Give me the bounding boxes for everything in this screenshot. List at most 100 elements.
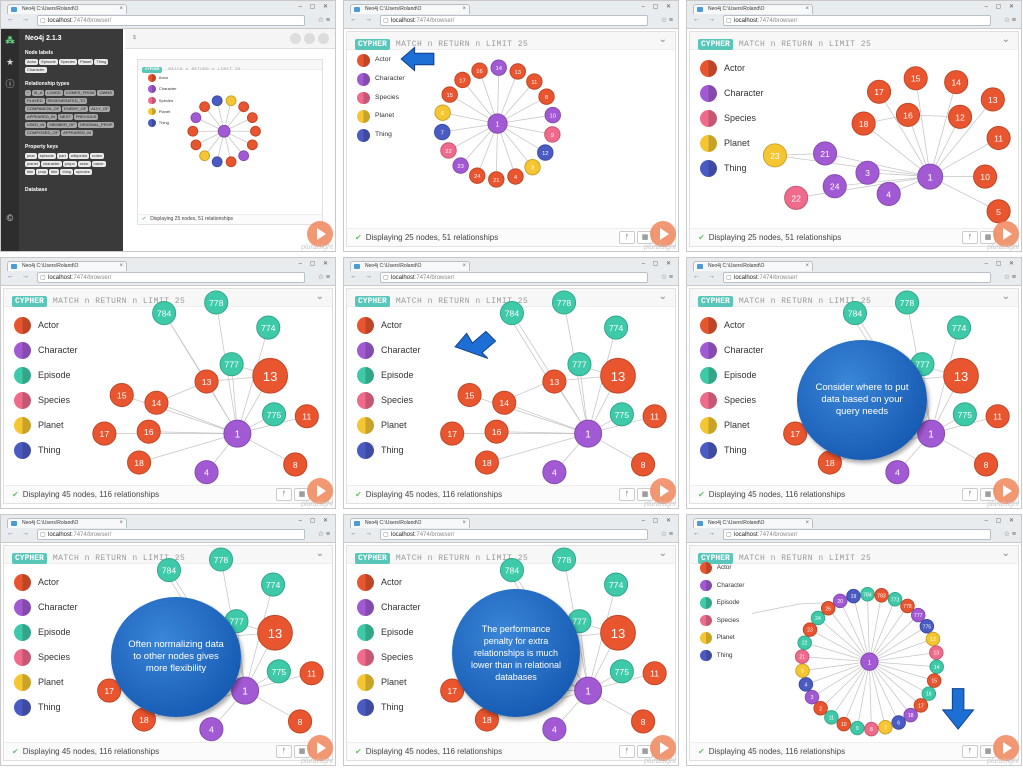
tab-close-icon[interactable]: ×: [805, 520, 809, 526]
run-button[interactable]: [318, 33, 329, 44]
graph-node[interactable]: 784: [842, 301, 868, 326]
graph-node[interactable]: 12: [537, 144, 554, 161]
legend-item[interactable]: Character: [700, 342, 764, 367]
browser-tab[interactable]: Neo4j C:\Users\Roland\O ×: [7, 518, 127, 528]
graph-node[interactable]: 775: [609, 402, 634, 427]
legend-item[interactable]: Actor: [357, 574, 421, 599]
property-key-pill[interactable]: title: [25, 169, 36, 175]
property-key-pill[interactable]: actor: [77, 161, 91, 167]
graph-node[interactable]: 778: [900, 598, 915, 614]
graph-node[interactable]: 3: [855, 160, 880, 185]
graph-node[interactable]: 4: [542, 717, 567, 742]
browser-tab[interactable]: Neo4j C:\Users\Roland\O ×: [693, 4, 813, 14]
legend-item[interactable]: Planet: [700, 632, 744, 650]
graph-node[interactable]: 16: [136, 419, 161, 444]
graph-node[interactable]: 778: [208, 547, 234, 572]
relationship-type-pill[interactable]: PREVIOUS: [73, 114, 99, 120]
tab-close-icon[interactable]: ×: [119, 263, 123, 269]
property-key-pill[interactable]: name: [91, 161, 106, 167]
legend-item[interactable]: Thing: [700, 649, 744, 668]
graph-node[interactable]: 15: [926, 673, 942, 688]
graph-node[interactable]: 7: [434, 123, 451, 141]
graph-node[interactable]: 15: [441, 86, 458, 103]
legend-item[interactable]: Species: [14, 649, 78, 674]
graph-node[interactable]: 17: [867, 79, 892, 104]
graph-view-icon[interactable]: ᚠ: [619, 745, 635, 758]
graph-node[interactable]: 24: [822, 174, 847, 199]
address-bar[interactable]: localhost:7474/browser/: [37, 529, 305, 540]
query-header[interactable]: CYPHER MATCH n RETURN n LIMIT 25 ⌄: [347, 32, 675, 51]
legend-item[interactable]: Species: [14, 392, 78, 417]
graph-node[interactable]: [246, 139, 258, 151]
legend-item[interactable]: Character: [357, 72, 405, 92]
graph-node[interactable]: [246, 112, 258, 124]
graph-node[interactable]: 11: [642, 661, 667, 686]
relationship-type-pill[interactable]: LOVED: [45, 90, 63, 96]
legend-item[interactable]: Actor: [357, 54, 405, 73]
graph-node[interactable]: 11: [294, 404, 319, 429]
legend-item[interactable]: Character: [14, 599, 78, 624]
graph-node[interactable]: 6: [891, 715, 906, 730]
graph-node[interactable]: 775: [261, 402, 287, 427]
graph-node[interactable]: 8: [288, 709, 313, 734]
chevron-down-icon[interactable]: ⌄: [315, 548, 324, 559]
graph-node[interactable]: 9: [850, 720, 865, 736]
relationship-type-pill[interactable]: COMPOSED_OF: [25, 130, 61, 136]
graph-node[interactable]: 8: [631, 709, 656, 734]
relationship-type-pill[interactable]: ENEMY_OF: [62, 106, 89, 112]
graph-node[interactable]: 1: [860, 652, 879, 671]
address-bar[interactable]: localhost:7474/browser/: [380, 272, 648, 283]
relationship-type-pill[interactable]: NEXT: [58, 114, 73, 120]
legend-item[interactable]: Character: [357, 342, 421, 367]
view-toggle[interactable]: ᚠ ▦: [960, 231, 996, 244]
graph-node[interactable]: [238, 150, 250, 162]
view-toggle[interactable]: ᚠ ▦: [274, 488, 310, 501]
window-controls-icon[interactable]: – ▢ ✕: [298, 261, 331, 267]
legend-item[interactable]: Thing: [14, 699, 78, 724]
tab-close-icon[interactable]: ×: [805, 263, 809, 269]
graph-node[interactable]: 11: [299, 661, 324, 686]
graph-node[interactable]: [187, 125, 199, 137]
graph-node[interactable]: 9: [544, 126, 561, 143]
graph-node[interactable]: 22: [440, 142, 457, 159]
legend-item[interactable]: Thing: [357, 129, 405, 148]
graph-node[interactable]: 13: [929, 645, 944, 660]
graph-node[interactable]: 4: [542, 460, 567, 485]
graph-view-icon[interactable]: ᚠ: [962, 745, 978, 758]
graph-canvas[interactable]: [138, 60, 322, 224]
node-label-pill[interactable]: Actor: [25, 59, 39, 65]
legend-item[interactable]: Planet: [357, 110, 405, 129]
chevron-down-icon[interactable]: ⌄: [658, 291, 667, 302]
legend-item[interactable]: Actor: [700, 562, 744, 580]
graph-node[interactable]: 14: [492, 390, 517, 415]
graph-node[interactable]: 14: [929, 659, 944, 674]
graph-node[interactable]: 12: [925, 631, 941, 647]
graph-node[interactable]: 13: [943, 357, 979, 394]
view-toggle[interactable]: ᚠ ▦: [960, 745, 996, 758]
legend-item[interactable]: Character: [148, 85, 177, 96]
graph-node[interactable]: 4: [507, 168, 524, 185]
graph-node[interactable]: 4: [885, 460, 910, 485]
graph-node[interactable]: 18: [127, 450, 152, 475]
graph-node[interactable]: 777: [910, 607, 926, 623]
graph-node[interactable]: [199, 101, 210, 113]
graph-view-icon[interactable]: ᚠ: [276, 488, 292, 501]
legend-item[interactable]: Actor: [148, 74, 177, 85]
legend-item[interactable]: Planet: [357, 417, 421, 442]
view-toggle[interactable]: ᚠ ▦: [617, 488, 653, 501]
legend-item[interactable]: Planet: [700, 135, 764, 160]
relationship-type-pill[interactable]: IS_A: [31, 90, 45, 96]
tab-close-icon[interactable]: ×: [462, 6, 466, 12]
graph-node[interactable]: [190, 139, 202, 151]
legend-item[interactable]: Character: [700, 579, 744, 598]
graph-node[interactable]: 783: [874, 588, 889, 603]
graph-node[interactable]: 778: [551, 547, 577, 572]
graph-node[interactable]: 21: [813, 141, 838, 166]
view-toggle[interactable]: ᚠ ▦: [960, 488, 996, 501]
nav-buttons-icon[interactable]: ← → C: [7, 16, 45, 23]
graph-node[interactable]: 16: [484, 419, 509, 444]
graph-node[interactable]: 775: [609, 659, 634, 684]
window-controls-icon[interactable]: – ▢ ✕: [298, 4, 331, 10]
chevron-down-icon[interactable]: ⌄: [1001, 291, 1010, 302]
address-bar[interactable]: localhost:7474/browser/: [723, 529, 991, 540]
